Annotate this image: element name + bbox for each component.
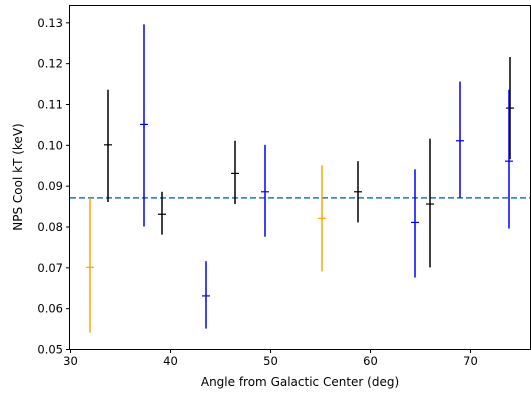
y-tick-label: 0.13 [37, 16, 63, 30]
data-point [505, 89, 513, 229]
plot-frame [69, 5, 531, 350]
data-point [426, 138, 434, 268]
y-tick-label: 0.09 [37, 179, 63, 193]
y-tick-label: 0.07 [37, 261, 63, 275]
x-axis-label: Angle from Galactic Center (deg) [201, 375, 399, 389]
data-point [411, 169, 419, 278]
data-point [104, 89, 112, 202]
y-tick-label: 0.10 [37, 138, 63, 152]
data-point [231, 140, 239, 205]
data-point [261, 144, 269, 237]
axes-group [69, 5, 531, 350]
y-tick-label: 0.08 [37, 220, 63, 234]
data-point [318, 165, 326, 272]
y-tick-label: 0.11 [37, 98, 63, 112]
data-point [506, 57, 514, 160]
y-axis-label: NPS Cool kT (keV) [11, 123, 25, 230]
data-point [86, 197, 94, 333]
data-point [354, 161, 362, 223]
x-tick-label: 70 [463, 354, 478, 368]
data-point [158, 191, 166, 235]
y-ticks-group: 0.05 0.06 0.07 0.08 0.09 0.10 0.11 0.12 0.13 [37, 16, 70, 357]
x-tick-label: 50 [263, 354, 278, 368]
data-points-group [86, 24, 514, 333]
x-tick-label: 60 [363, 354, 378, 368]
x-tick-label: 40 [163, 354, 178, 368]
data-point [456, 81, 464, 198]
data-point [140, 24, 148, 227]
y-tick-label: 0.06 [37, 302, 63, 316]
x-tick-label: 30 [63, 354, 78, 368]
y-tick-label: 0.12 [37, 57, 63, 71]
x-ticks-group: 30 40 50 60 70 [63, 349, 478, 368]
data-point [202, 261, 210, 329]
y-tick-label: 0.05 [37, 343, 63, 357]
